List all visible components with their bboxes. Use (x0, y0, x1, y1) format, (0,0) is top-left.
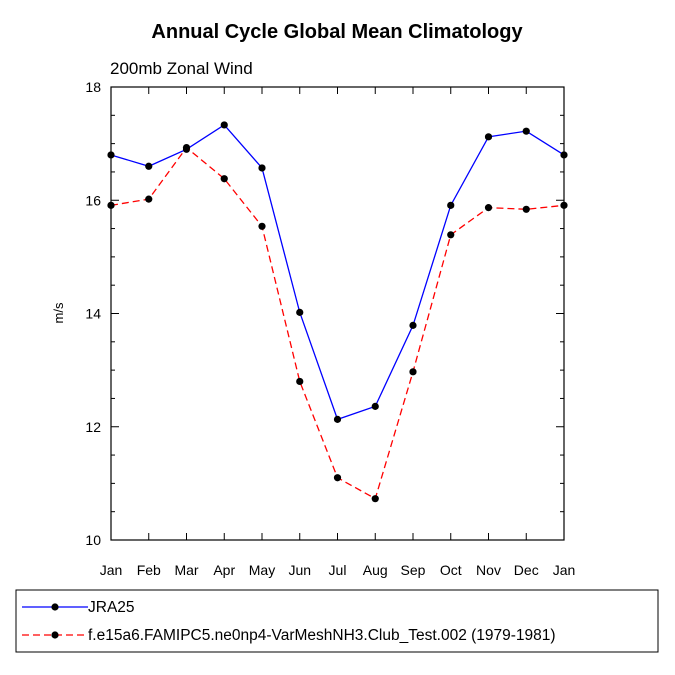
series-1-point (296, 308, 304, 316)
legend: JRA25 f.e15a6.FAMIPC5.ne0np4-VarMeshNH3.C… (15, 589, 659, 653)
series-2-point (522, 205, 530, 213)
plot-frame (110, 86, 565, 541)
x-tick-label: Aug (363, 562, 388, 578)
series-1-point (220, 121, 228, 129)
chart-title: Annual Cycle Global Mean Climatology (151, 21, 523, 43)
plot-area: Jan Feb Mar Apr May Jun Jul Aug Sep Oct Nov Dec Jan 1… (85, 79, 575, 578)
y-tick-label: 10 (85, 532, 101, 548)
series-1-point (522, 127, 530, 135)
x-tick-label: Feb (137, 562, 161, 578)
series-2-point (258, 222, 266, 230)
x-tick-label: Sep (401, 562, 426, 578)
legend-label-2: f.e15a6.FAMIPC5.ne0np4-VarMeshNH3.Club_T… (88, 627, 556, 644)
series-1-point (333, 415, 342, 423)
legend-box (15, 589, 659, 653)
series-1-point (447, 201, 455, 209)
legend-marker-1 (51, 603, 59, 611)
y-tick-label: 14 (85, 306, 101, 322)
series-2-point (371, 495, 379, 503)
y-tick-label: 12 (85, 419, 101, 435)
series-2-point (182, 143, 191, 152)
series-2-point (447, 231, 455, 239)
x-tick-label: Dec (514, 562, 539, 578)
x-tick-label: May (249, 562, 275, 578)
legend-label-1: JRA25 (88, 599, 135, 616)
series-2-point (145, 195, 153, 203)
x-tick-label: Jul (329, 562, 347, 578)
x-tick-label: Oct (440, 562, 462, 578)
series-line-1 (110, 124, 565, 421)
chart-subtitle: 200mb Zonal Wind (110, 59, 253, 78)
series-2-point (409, 368, 417, 376)
x-tick-label: Jun (288, 562, 311, 578)
series-1-point (258, 164, 266, 172)
series-2-point (296, 377, 304, 386)
x-tick-label: Apr (213, 562, 235, 578)
series-1-point (484, 133, 493, 141)
y-tick-label: 16 (85, 192, 101, 208)
series-2-point (484, 204, 493, 212)
x-tick-label: Jan (553, 562, 576, 578)
series-1-point (371, 402, 379, 410)
y-axis-label: m/s (51, 302, 66, 323)
x-tick-label: Jan (100, 562, 123, 578)
series-2-point (220, 175, 228, 183)
x-tick-label: Mar (174, 562, 198, 578)
series-2-point (333, 474, 342, 482)
legend-marker-2 (51, 631, 59, 639)
series-1-point (409, 321, 417, 329)
series-line-2 (110, 146, 565, 500)
x-tick-label: Nov (476, 562, 501, 578)
series-1-point (145, 162, 153, 170)
y-tick-label: 18 (85, 79, 101, 95)
